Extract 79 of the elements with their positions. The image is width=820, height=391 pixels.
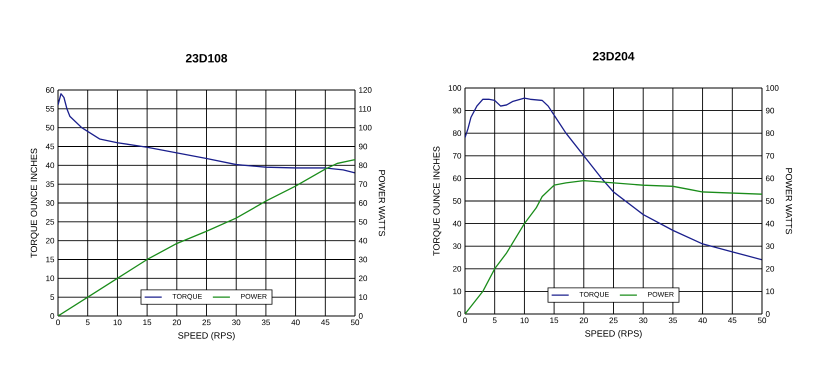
y-tick-label: 60 [452, 176, 462, 182]
y-tick-label: 50 [46, 124, 54, 130]
y-tick-label: 10 [453, 288, 462, 294]
y2-tick-label: 20 [358, 275, 368, 282]
x-axis-title: SPEED (RPS) [178, 332, 235, 340]
y-tick-label: 0 [457, 311, 462, 317]
chart-title: 23D108 [186, 54, 228, 62]
y-axis-title: TORQUE OUNCE INCHES [433, 146, 442, 256]
x-tick-label: 40 [291, 320, 300, 326]
x-tick-label: 0 [463, 318, 467, 324]
y-tick-label: 30 [452, 243, 462, 250]
y2-tick-label: 0 [358, 313, 363, 319]
y2-tick-label: 60 [358, 200, 368, 206]
x-tick-label: 20 [172, 320, 181, 326]
y-tick-label: 55 [46, 106, 54, 112]
y2-tick-label: 100 [766, 85, 779, 91]
y2-tick-label: 30 [766, 243, 774, 250]
y-tick-label: 70 [452, 152, 462, 159]
y2-tick-label: 70 [358, 181, 368, 187]
y-tick-label: 90 [452, 108, 462, 114]
x-tick-label: 5 [492, 318, 497, 324]
y-tick-label: 100 [448, 85, 462, 91]
y2-tick-label: 40 [358, 238, 368, 244]
x-tick-label: 45 [728, 318, 736, 324]
x-tick-label: 35 [262, 320, 270, 326]
y2-tick-label: 60 [766, 176, 774, 182]
x-tick-label: 10 [520, 318, 529, 324]
y2-axis-title: POWER WATTS [378, 170, 386, 236]
y2-tick-label: 0 [766, 311, 770, 317]
x-tick-label: 15 [550, 318, 558, 324]
y2-tick-label: 100 [359, 124, 372, 130]
y-tick-label: 35 [46, 181, 54, 187]
x-tick-label: 15 [143, 320, 152, 326]
y2-tick-label: 10 [359, 294, 368, 300]
x-tick-label: 5 [86, 320, 90, 326]
y2-tick-label: 40 [766, 220, 774, 226]
y2-tick-label: 30 [358, 256, 368, 262]
y2-tick-label: 90 [766, 108, 774, 114]
y-tick-label: 45 [46, 144, 54, 150]
x-tick-label: 25 [609, 318, 618, 324]
y2-tick-label: 50 [358, 218, 368, 225]
x-tick-label: 0 [56, 320, 60, 326]
y2-tick-label: 50 [766, 198, 774, 204]
y-tick-label: 50 [452, 198, 462, 204]
x-tick-label: 25 [202, 320, 211, 326]
y2-tick-label: 70 [766, 152, 774, 159]
y2-tick-label: 20 [766, 266, 774, 272]
y2-tick-label: 120 [359, 87, 372, 93]
x-tick-label: 35 [668, 318, 677, 324]
chart-title: 23D204 [592, 52, 634, 60]
y-tick-label: 15 [46, 256, 54, 262]
y-tick-label: 40 [452, 220, 462, 226]
y-tick-label: 10 [46, 275, 54, 282]
y2-tick-label: 90 [358, 144, 368, 150]
line-series [58, 159, 356, 316]
y2-axis-title: POWER WATTS [786, 168, 792, 234]
y2-tick-label: 10 [766, 288, 774, 294]
y-tick-label: 80 [452, 130, 462, 136]
x-tick-label: 20 [580, 318, 588, 324]
y-tick-label: 60 [46, 87, 54, 93]
y2-tick-label: 80 [358, 162, 368, 168]
x-tick-label: 30 [232, 320, 240, 326]
x-tick-label: 30 [639, 318, 648, 324]
x-tick-label: 45 [321, 320, 330, 326]
x-tick-label: 10 [114, 320, 122, 326]
y-tick-label: 40 [46, 162, 54, 168]
y-tick-label: 25 [46, 218, 54, 225]
x-axis-title: SPEED (RPS) [585, 330, 642, 338]
x-tick-label: 40 [698, 318, 707, 324]
x-tick-label: 50 [758, 318, 766, 324]
x-tick-label: 50 [350, 320, 360, 326]
y-tick-label: 0 [50, 313, 54, 319]
y-tick-label: 20 [46, 238, 54, 244]
y-axis-title: TORQUE OUNCE INCHES [30, 148, 39, 258]
y2-tick-label: 110 [359, 106, 371, 112]
y2-tick-label: 80 [766, 130, 774, 136]
y-tick-label: 5 [50, 294, 54, 300]
y-tick-label: 30 [46, 200, 54, 206]
y-tick-label: 20 [452, 266, 462, 272]
